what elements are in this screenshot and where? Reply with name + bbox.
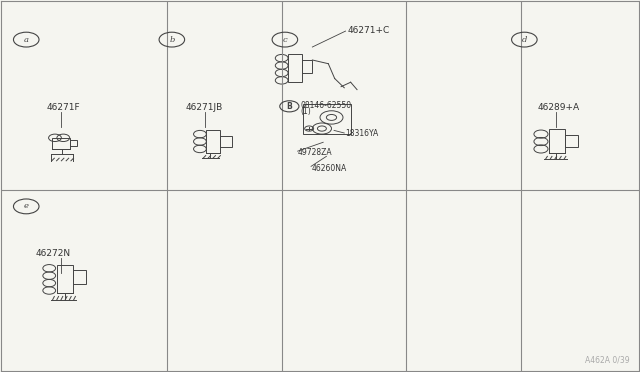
Text: 46271JB: 46271JB: [186, 103, 223, 112]
Text: c: c: [282, 36, 287, 44]
Bar: [52, 138, 70, 149]
Bar: [74, 270, 86, 284]
Bar: [206, 131, 220, 153]
Text: 49728ZA: 49728ZA: [298, 148, 332, 157]
Bar: [302, 60, 312, 73]
Bar: [70, 140, 77, 146]
Bar: [288, 54, 302, 82]
Text: 08146-62550: 08146-62550: [301, 101, 352, 110]
Text: a: a: [24, 36, 29, 44]
Bar: [548, 129, 565, 153]
Bar: [220, 136, 232, 147]
Text: 46289+A: 46289+A: [537, 103, 579, 112]
Text: (1): (1): [301, 108, 312, 116]
Text: b: b: [169, 36, 175, 44]
Text: 46272N: 46272N: [36, 249, 71, 258]
Bar: [303, 105, 351, 134]
Text: d: d: [522, 36, 527, 44]
Text: B: B: [287, 102, 292, 111]
Text: 46271+C: 46271+C: [348, 26, 390, 35]
Bar: [57, 264, 74, 294]
Text: A462A 0/39: A462A 0/39: [585, 356, 630, 365]
Text: 18316YA: 18316YA: [346, 128, 379, 138]
Bar: [565, 135, 578, 147]
Text: 46271F: 46271F: [47, 103, 80, 112]
Text: e: e: [24, 202, 29, 211]
Text: 46260NA: 46260NA: [312, 164, 347, 173]
